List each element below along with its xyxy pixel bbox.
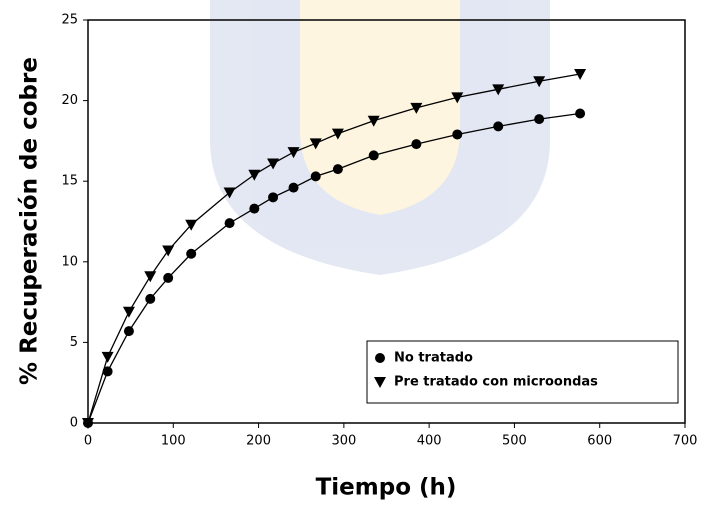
data-point bbox=[287, 147, 300, 159]
data-point bbox=[331, 128, 344, 140]
watermark bbox=[210, 0, 550, 275]
x-tick-label: 300 bbox=[331, 434, 356, 449]
data-point bbox=[144, 271, 157, 283]
y-tick-label: 15 bbox=[61, 174, 78, 189]
data-point bbox=[410, 102, 423, 114]
y-tick-label: 0 bbox=[70, 416, 78, 431]
legend-label: Pre tratado con microondas bbox=[394, 375, 598, 390]
data-point bbox=[101, 351, 114, 363]
data-point bbox=[186, 248, 197, 259]
data-point bbox=[367, 115, 380, 127]
y-tick-label: 25 bbox=[61, 13, 78, 28]
data-point bbox=[332, 164, 343, 175]
x-tick-label: 600 bbox=[587, 434, 612, 449]
legend-marker bbox=[374, 377, 386, 388]
data-point bbox=[248, 169, 261, 181]
data-point bbox=[122, 306, 135, 318]
x-tick-label: 500 bbox=[502, 434, 527, 449]
data-point bbox=[123, 326, 134, 337]
data-point bbox=[574, 69, 587, 81]
y-tick-label: 20 bbox=[61, 93, 78, 108]
series-line bbox=[87, 73, 581, 424]
x-tick-label: 200 bbox=[246, 434, 271, 449]
data-point bbox=[249, 203, 260, 214]
data-point bbox=[145, 293, 156, 304]
data-point bbox=[223, 187, 236, 199]
y-axis-label: % Recuperación de cobre bbox=[17, 57, 43, 385]
legend bbox=[366, 340, 679, 404]
data-point bbox=[288, 182, 299, 193]
data-point bbox=[309, 138, 322, 150]
y-tick-label: 10 bbox=[61, 254, 78, 269]
data-point bbox=[493, 121, 504, 132]
x-tick-label: 700 bbox=[673, 434, 698, 449]
legend-label: No tratado bbox=[394, 351, 473, 366]
data-point bbox=[452, 129, 463, 140]
data-point bbox=[102, 366, 113, 377]
x-tick-label: 400 bbox=[417, 434, 442, 449]
data-point bbox=[82, 418, 94, 429]
data-point bbox=[267, 158, 280, 170]
data-point bbox=[162, 245, 175, 257]
data-point bbox=[268, 192, 279, 203]
legend-marker bbox=[375, 353, 385, 363]
plot-frame bbox=[87, 19, 686, 424]
x-axis-label: Tiempo (h) bbox=[316, 475, 457, 501]
data-point bbox=[575, 108, 586, 119]
y-tick-label: 5 bbox=[70, 335, 78, 350]
data-point bbox=[533, 76, 546, 88]
series-line bbox=[87, 112, 581, 424]
data-point bbox=[534, 114, 545, 125]
data-point bbox=[368, 150, 379, 161]
x-tick-label: 0 bbox=[84, 434, 92, 449]
data-point bbox=[224, 218, 235, 229]
data-point bbox=[163, 272, 174, 283]
data-point bbox=[185, 219, 198, 231]
x-tick-label: 100 bbox=[161, 434, 186, 449]
data-point bbox=[411, 139, 422, 150]
data-point bbox=[492, 84, 505, 96]
data-point bbox=[310, 171, 321, 182]
data-point bbox=[451, 92, 464, 104]
